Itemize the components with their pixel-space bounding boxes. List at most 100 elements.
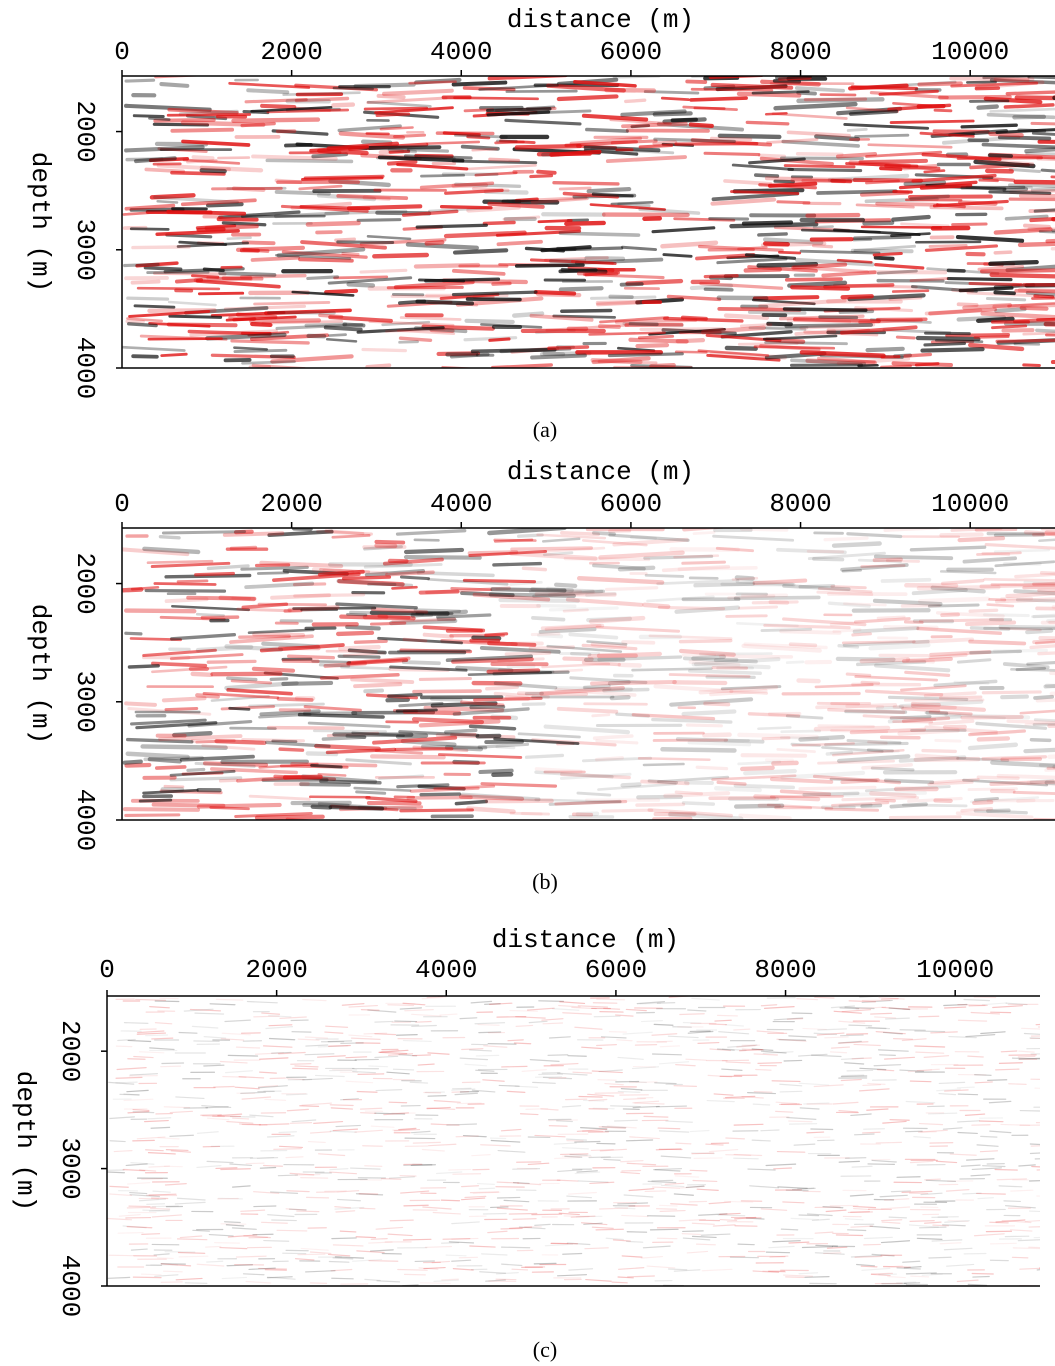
- reflector: [685, 79, 708, 84]
- reflector: [164, 707, 199, 712]
- reflector: [490, 1139, 521, 1143]
- reflector: [398, 730, 480, 737]
- reflector: [776, 547, 847, 555]
- reflector: [873, 554, 954, 561]
- reflector: [903, 1266, 922, 1269]
- reflector: [616, 1039, 633, 1042]
- reflector: [799, 249, 881, 255]
- reflector: [329, 1171, 357, 1175]
- reflector: [862, 714, 937, 721]
- reflector: [372, 735, 458, 745]
- y-tick-label: 3000: [70, 671, 100, 733]
- reflector: [1019, 709, 1055, 715]
- reflector: [682, 656, 758, 664]
- reflector: [535, 291, 582, 298]
- reflector: [126, 322, 158, 328]
- reflector: [493, 538, 534, 543]
- reflector: [512, 311, 545, 318]
- reflector: [334, 237, 356, 242]
- reflector: [325, 337, 358, 343]
- reflector: [907, 796, 963, 803]
- reflector: [285, 1208, 307, 1211]
- reflector: [532, 1081, 556, 1084]
- reflector: [752, 295, 820, 301]
- reflector: [529, 173, 554, 179]
- reflector: [270, 593, 331, 600]
- reflector: [297, 1038, 320, 1041]
- reflector: [493, 681, 558, 690]
- reflector: [944, 1220, 970, 1223]
- reflector: [735, 622, 799, 628]
- reflector: [775, 1110, 794, 1113]
- reflector: [625, 1008, 647, 1012]
- reflector: [339, 1230, 357, 1233]
- reflector: [548, 589, 596, 598]
- reflector: [865, 179, 900, 185]
- reflector: [675, 338, 706, 344]
- reflector: [432, 1211, 461, 1215]
- reflector: [850, 1254, 882, 1258]
- reflector: [256, 571, 289, 575]
- reflector: [124, 103, 212, 112]
- reflector: [772, 79, 802, 84]
- reflector: [930, 339, 975, 344]
- reflector: [743, 642, 828, 650]
- reflector: [617, 202, 651, 208]
- reflector: [530, 353, 587, 360]
- reflector: [378, 1051, 408, 1055]
- reflector: [335, 1210, 356, 1213]
- reflector: [760, 1208, 788, 1211]
- reflector: [735, 579, 794, 587]
- reflector: [206, 659, 257, 664]
- reflector: [451, 1237, 479, 1240]
- reflector: [132, 114, 165, 118]
- reflector: [472, 592, 551, 602]
- reflector: [837, 754, 911, 764]
- reflector: [280, 204, 369, 213]
- reflector: [554, 1156, 581, 1160]
- reflector: [1004, 214, 1049, 221]
- reflector: [231, 1227, 257, 1230]
- reflector: [511, 1268, 529, 1271]
- reflector: [617, 1056, 644, 1060]
- reflector: [129, 227, 170, 231]
- reflector: [298, 184, 343, 191]
- reflector: [939, 532, 984, 538]
- reflector: [976, 1144, 999, 1147]
- reflector: [829, 749, 900, 755]
- reflector: [975, 721, 1048, 730]
- reflector: [956, 756, 1010, 762]
- reflector: [974, 80, 1045, 90]
- reflector: [640, 1255, 664, 1259]
- reflector: [254, 1052, 284, 1055]
- reflector: [122, 1169, 146, 1172]
- reflector: [979, 1150, 999, 1153]
- reflector: [597, 1079, 617, 1081]
- reflector: [418, 676, 472, 681]
- y-tick-label: 2000: [70, 100, 100, 162]
- reflector: [962, 556, 1018, 564]
- reflector: [469, 1191, 500, 1194]
- reflector: [751, 600, 799, 605]
- reflector: [195, 644, 254, 653]
- reflector: [271, 1051, 292, 1054]
- reflector: [617, 1202, 649, 1205]
- reflector: [737, 1243, 755, 1246]
- reflector: [905, 657, 935, 664]
- reflector: [686, 1250, 709, 1254]
- reflector: [1023, 530, 1055, 537]
- reflector: [885, 559, 921, 563]
- reflector: [339, 614, 416, 621]
- reflector: [446, 1123, 478, 1126]
- reflector: [763, 623, 851, 630]
- reflector: [691, 654, 726, 661]
- reflector: [617, 1276, 634, 1279]
- reflector: [544, 623, 602, 631]
- reflector: [760, 241, 827, 248]
- reflector: [660, 747, 737, 753]
- reflector: [1017, 288, 1055, 294]
- reflector: [559, 1001, 586, 1005]
- reflector: [258, 713, 312, 719]
- reflector: [753, 794, 821, 802]
- reflector: [483, 1045, 508, 1048]
